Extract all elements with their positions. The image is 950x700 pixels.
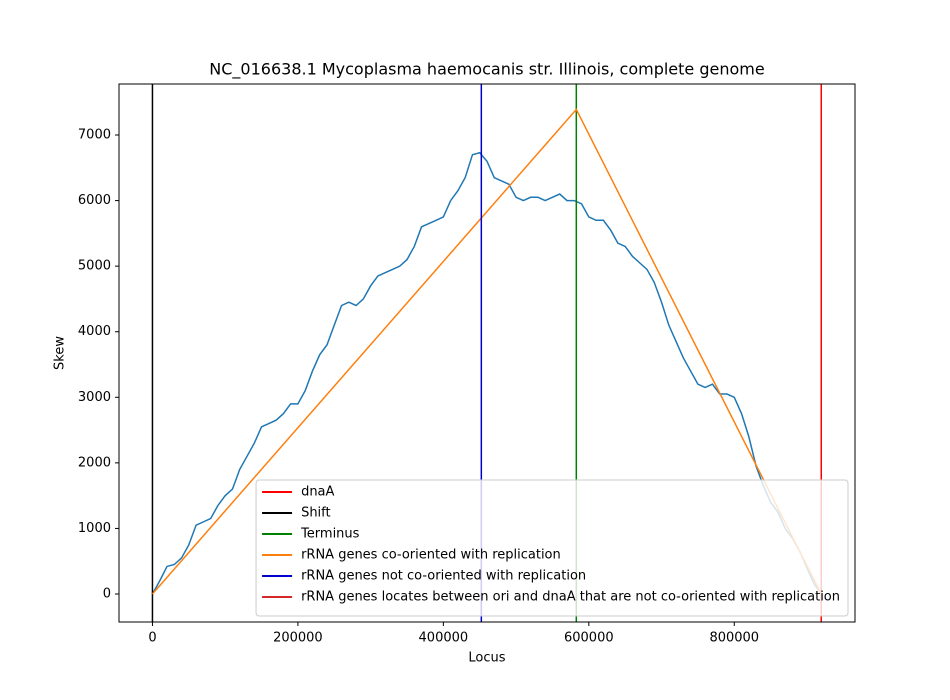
legend-label: rRNA genes not co-oriented with replicat… — [301, 569, 586, 584]
x-axis-label: Locus — [468, 651, 505, 666]
legend-label: dnaA — [301, 485, 334, 500]
x-tick-label: 600000 — [564, 631, 614, 646]
x-tick-label: 0 — [148, 631, 156, 646]
y-tick-label: 4000 — [78, 324, 111, 339]
series-line — [151, 108, 822, 595]
series-line — [151, 151, 822, 595]
y-tick-label: 2000 — [78, 455, 111, 470]
x-tick-label: 400000 — [419, 631, 469, 646]
legend-label: Shift — [301, 506, 331, 521]
y-tick-label: 7000 — [78, 128, 111, 143]
y-axis-label: Skew — [53, 336, 68, 370]
legend-label: Terminus — [300, 527, 360, 542]
plot-frame — [118, 83, 856, 623]
x-tick-label: 800000 — [709, 631, 759, 646]
y-tick-label: 5000 — [78, 259, 111, 274]
legend-label: rRNA genes co-oriented with replication — [301, 548, 561, 563]
y-tick-label: 1000 — [78, 521, 111, 536]
legend: dnaA Shift Terminus rRNA genes co-oriented … — [255, 479, 849, 617]
y-tick-label: 3000 — [78, 390, 111, 405]
chart-title: NC_016638.1 Mycoplasma haemocanis str. I… — [209, 60, 764, 80]
legend-box — [255, 479, 849, 617]
legend-label: rRNA genes locates between ori and dnaA … — [301, 590, 840, 605]
x-tick-label: 200000 — [273, 631, 323, 646]
y-tick-label: 0 — [103, 587, 111, 602]
y-tick-label: 6000 — [78, 193, 111, 208]
